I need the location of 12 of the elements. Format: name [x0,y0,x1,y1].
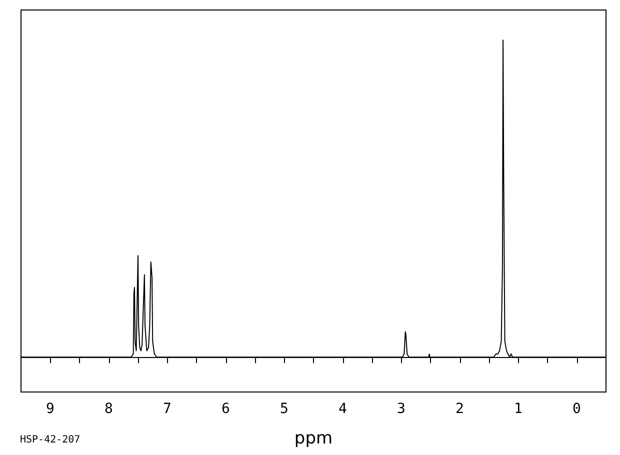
x-tick-label: 2 [456,401,464,417]
x-tick-label: 9 [46,401,54,417]
x-axis-title: ppm [294,428,333,448]
x-tick-label: 0 [572,401,581,417]
x-tick-label: 6 [222,401,230,417]
x-tick-label: 5 [280,401,288,417]
x-tick-label: 7 [163,401,172,417]
text: HSP-42-207 [20,434,80,446]
x-tick-label: 8 [104,401,113,417]
x-tick-label: 1 [514,401,522,417]
x-tick-label: 3 [397,401,406,417]
x-tick-label: 4 [338,401,347,417]
